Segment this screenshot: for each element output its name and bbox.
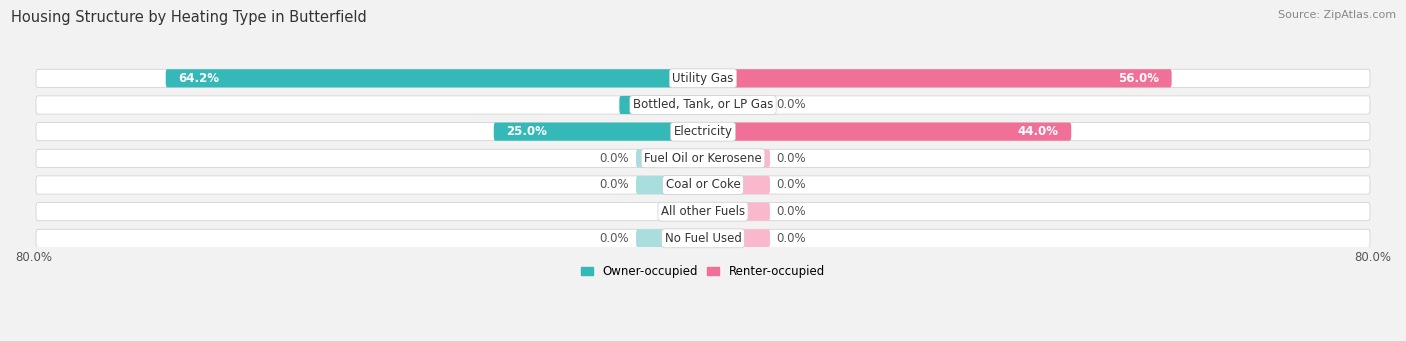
FancyBboxPatch shape xyxy=(37,203,1369,221)
Text: 0.83%: 0.83% xyxy=(709,205,749,218)
FancyBboxPatch shape xyxy=(37,149,1369,167)
FancyBboxPatch shape xyxy=(619,96,703,114)
Text: Bottled, Tank, or LP Gas: Bottled, Tank, or LP Gas xyxy=(633,99,773,112)
FancyBboxPatch shape xyxy=(166,69,703,87)
Text: 0.0%: 0.0% xyxy=(776,232,806,245)
FancyBboxPatch shape xyxy=(37,69,1369,87)
FancyBboxPatch shape xyxy=(636,149,703,167)
Text: 10.0%: 10.0% xyxy=(631,99,672,112)
FancyBboxPatch shape xyxy=(37,229,1369,247)
Text: Source: ZipAtlas.com: Source: ZipAtlas.com xyxy=(1278,10,1396,20)
Text: All other Fuels: All other Fuels xyxy=(661,205,745,218)
Text: Utility Gas: Utility Gas xyxy=(672,72,734,85)
Text: 25.0%: 25.0% xyxy=(506,125,547,138)
Text: 56.0%: 56.0% xyxy=(1118,72,1159,85)
FancyBboxPatch shape xyxy=(37,176,1369,194)
Text: 0.0%: 0.0% xyxy=(600,232,630,245)
Text: 0.0%: 0.0% xyxy=(600,152,630,165)
FancyBboxPatch shape xyxy=(37,96,1369,114)
FancyBboxPatch shape xyxy=(703,149,770,167)
Text: 0.0%: 0.0% xyxy=(600,178,630,192)
Text: Housing Structure by Heating Type in Butterfield: Housing Structure by Heating Type in But… xyxy=(11,10,367,25)
FancyBboxPatch shape xyxy=(37,122,1369,141)
FancyBboxPatch shape xyxy=(703,229,770,247)
Text: 0.0%: 0.0% xyxy=(776,205,806,218)
Text: 44.0%: 44.0% xyxy=(1018,125,1059,138)
Text: 0.0%: 0.0% xyxy=(776,99,806,112)
FancyBboxPatch shape xyxy=(703,203,770,221)
Text: Electricity: Electricity xyxy=(673,125,733,138)
Text: 64.2%: 64.2% xyxy=(179,72,219,85)
FancyBboxPatch shape xyxy=(696,203,703,221)
Text: 0.0%: 0.0% xyxy=(776,152,806,165)
Legend: Owner-occupied, Renter-occupied: Owner-occupied, Renter-occupied xyxy=(576,261,830,283)
FancyBboxPatch shape xyxy=(494,122,703,141)
Text: Coal or Coke: Coal or Coke xyxy=(665,178,741,192)
FancyBboxPatch shape xyxy=(636,229,703,247)
FancyBboxPatch shape xyxy=(703,122,1071,141)
FancyBboxPatch shape xyxy=(636,176,703,194)
FancyBboxPatch shape xyxy=(703,96,770,114)
Text: 0.0%: 0.0% xyxy=(776,178,806,192)
Text: Fuel Oil or Kerosene: Fuel Oil or Kerosene xyxy=(644,152,762,165)
FancyBboxPatch shape xyxy=(703,69,1171,87)
Text: No Fuel Used: No Fuel Used xyxy=(665,232,741,245)
FancyBboxPatch shape xyxy=(703,176,770,194)
